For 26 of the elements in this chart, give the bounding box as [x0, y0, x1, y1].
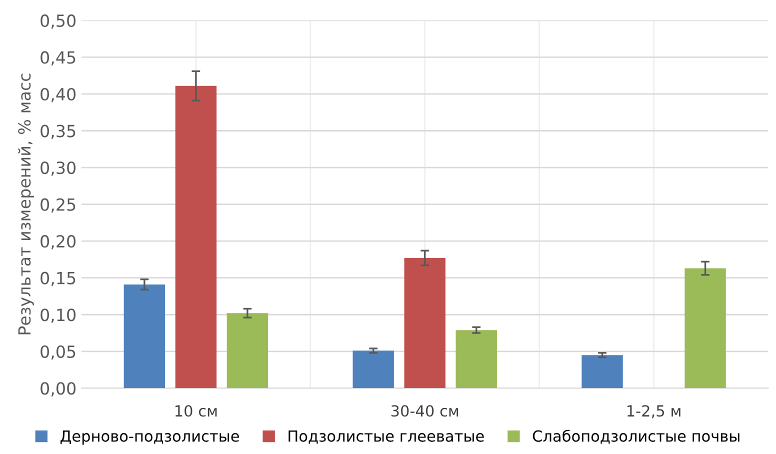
y-tick-label: 0,15: [40, 272, 76, 286]
bar: [352, 350, 394, 388]
y-tick-label: 0,00: [40, 382, 76, 396]
y-axis-title: Результат измерений, % масс: [18, 74, 34, 334]
y-tick-label: 0,05: [40, 345, 76, 360]
bar: [124, 284, 166, 388]
y-tick-label: 0,45: [40, 51, 76, 66]
bar: [226, 313, 268, 388]
bar: [404, 258, 446, 388]
bar: [456, 330, 497, 388]
y-tick-label: 0,35: [40, 124, 76, 140]
legend-label: Дерново-подзолистые: [60, 430, 239, 445]
bar: [684, 268, 726, 388]
y-tick-label: 0,30: [40, 161, 76, 176]
x-tick-label: 30-40 см: [391, 405, 458, 417]
y-tick-label: 0,10: [40, 308, 76, 323]
y-tick-label: 0,20: [40, 235, 76, 250]
legend-label: Подзолистые глееватые: [288, 430, 484, 444]
y-tick-label: 0,50: [40, 14, 76, 29]
legend-label: Слабоподзолистые почвы: [532, 430, 740, 444]
y-tick-label: 0,25: [40, 198, 76, 213]
x-tick-label: 10 см: [176, 405, 217, 417]
bar: [175, 86, 217, 388]
x-tick-label: 1-2,5 м: [628, 405, 680, 418]
bar: [582, 355, 623, 388]
y-tick-label: 0,40: [40, 88, 76, 102]
